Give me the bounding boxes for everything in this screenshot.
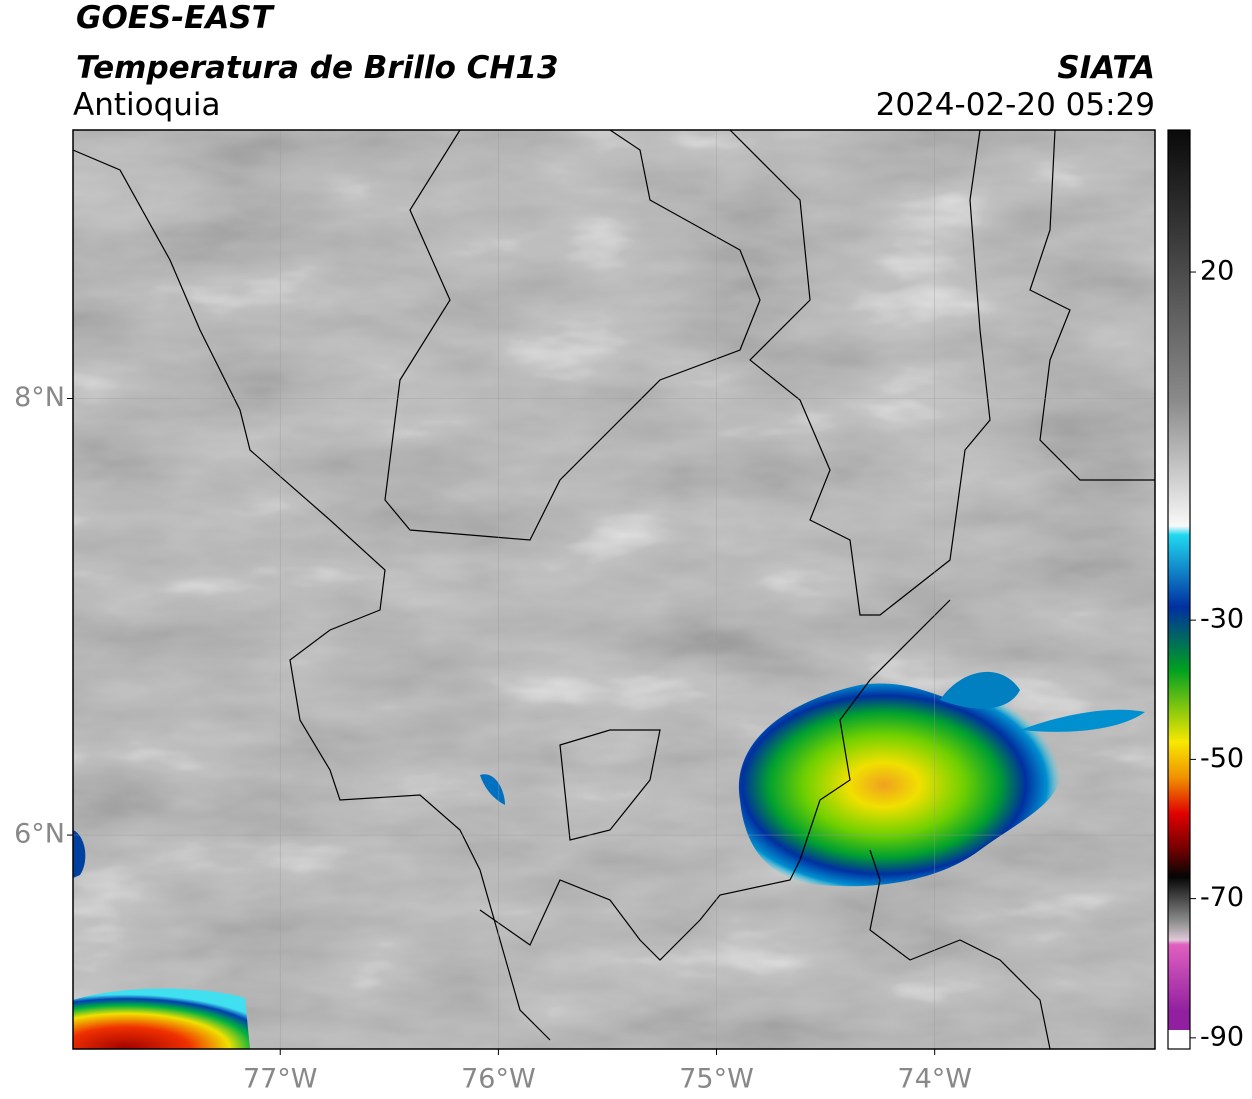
border [869,849,1051,1049]
colorbar-under [1168,1030,1190,1049]
cloud-patch [480,774,505,805]
x-tick-label: 76°W [461,1064,536,1095]
colorbar-tick-label: -50 [1200,743,1244,774]
x-tick-label: 75°W [679,1064,754,1095]
cloud-patch [73,830,86,878]
colorbar-tick-label: -70 [1200,882,1244,913]
brightness-field [73,130,1155,1049]
colorbar-frame [1167,129,1191,1050]
timestamp: 2024-02-20 05:29 [876,87,1155,123]
map-frame [72,129,1156,1050]
storm-arm [940,671,1020,709]
x-tick-label: 77°W [243,1064,318,1095]
satellite-image [73,130,1155,1049]
border [479,599,951,961]
border [73,149,551,1041]
source: SIATA [1057,50,1155,86]
storm-cloud [738,683,1062,887]
subtitle: Temperatura de Brillo CH13 [76,50,559,86]
title: GOES-EAST [76,0,276,36]
border [384,130,761,541]
colorbar-tick-label: -90 [1200,1021,1244,1052]
colorbar-tick-label: -30 [1200,604,1244,635]
colorbar-tick-label: 20 [1200,256,1234,287]
storm-arm [1020,709,1145,732]
border [1029,130,1155,481]
graticule [67,130,1155,1055]
y-tick-label: 6°N [14,819,65,850]
x-tick-label: 74°W [897,1064,972,1095]
border [729,130,991,616]
municipality-border [559,729,661,841]
colorbar [1168,130,1190,1030]
cloud-patch [73,988,250,1049]
region: Antioquia [73,87,221,123]
colorbar-ticks: 20 -30 -50 -70 -90 [1190,256,1244,1052]
y-tick-label: 8°N [14,382,65,413]
